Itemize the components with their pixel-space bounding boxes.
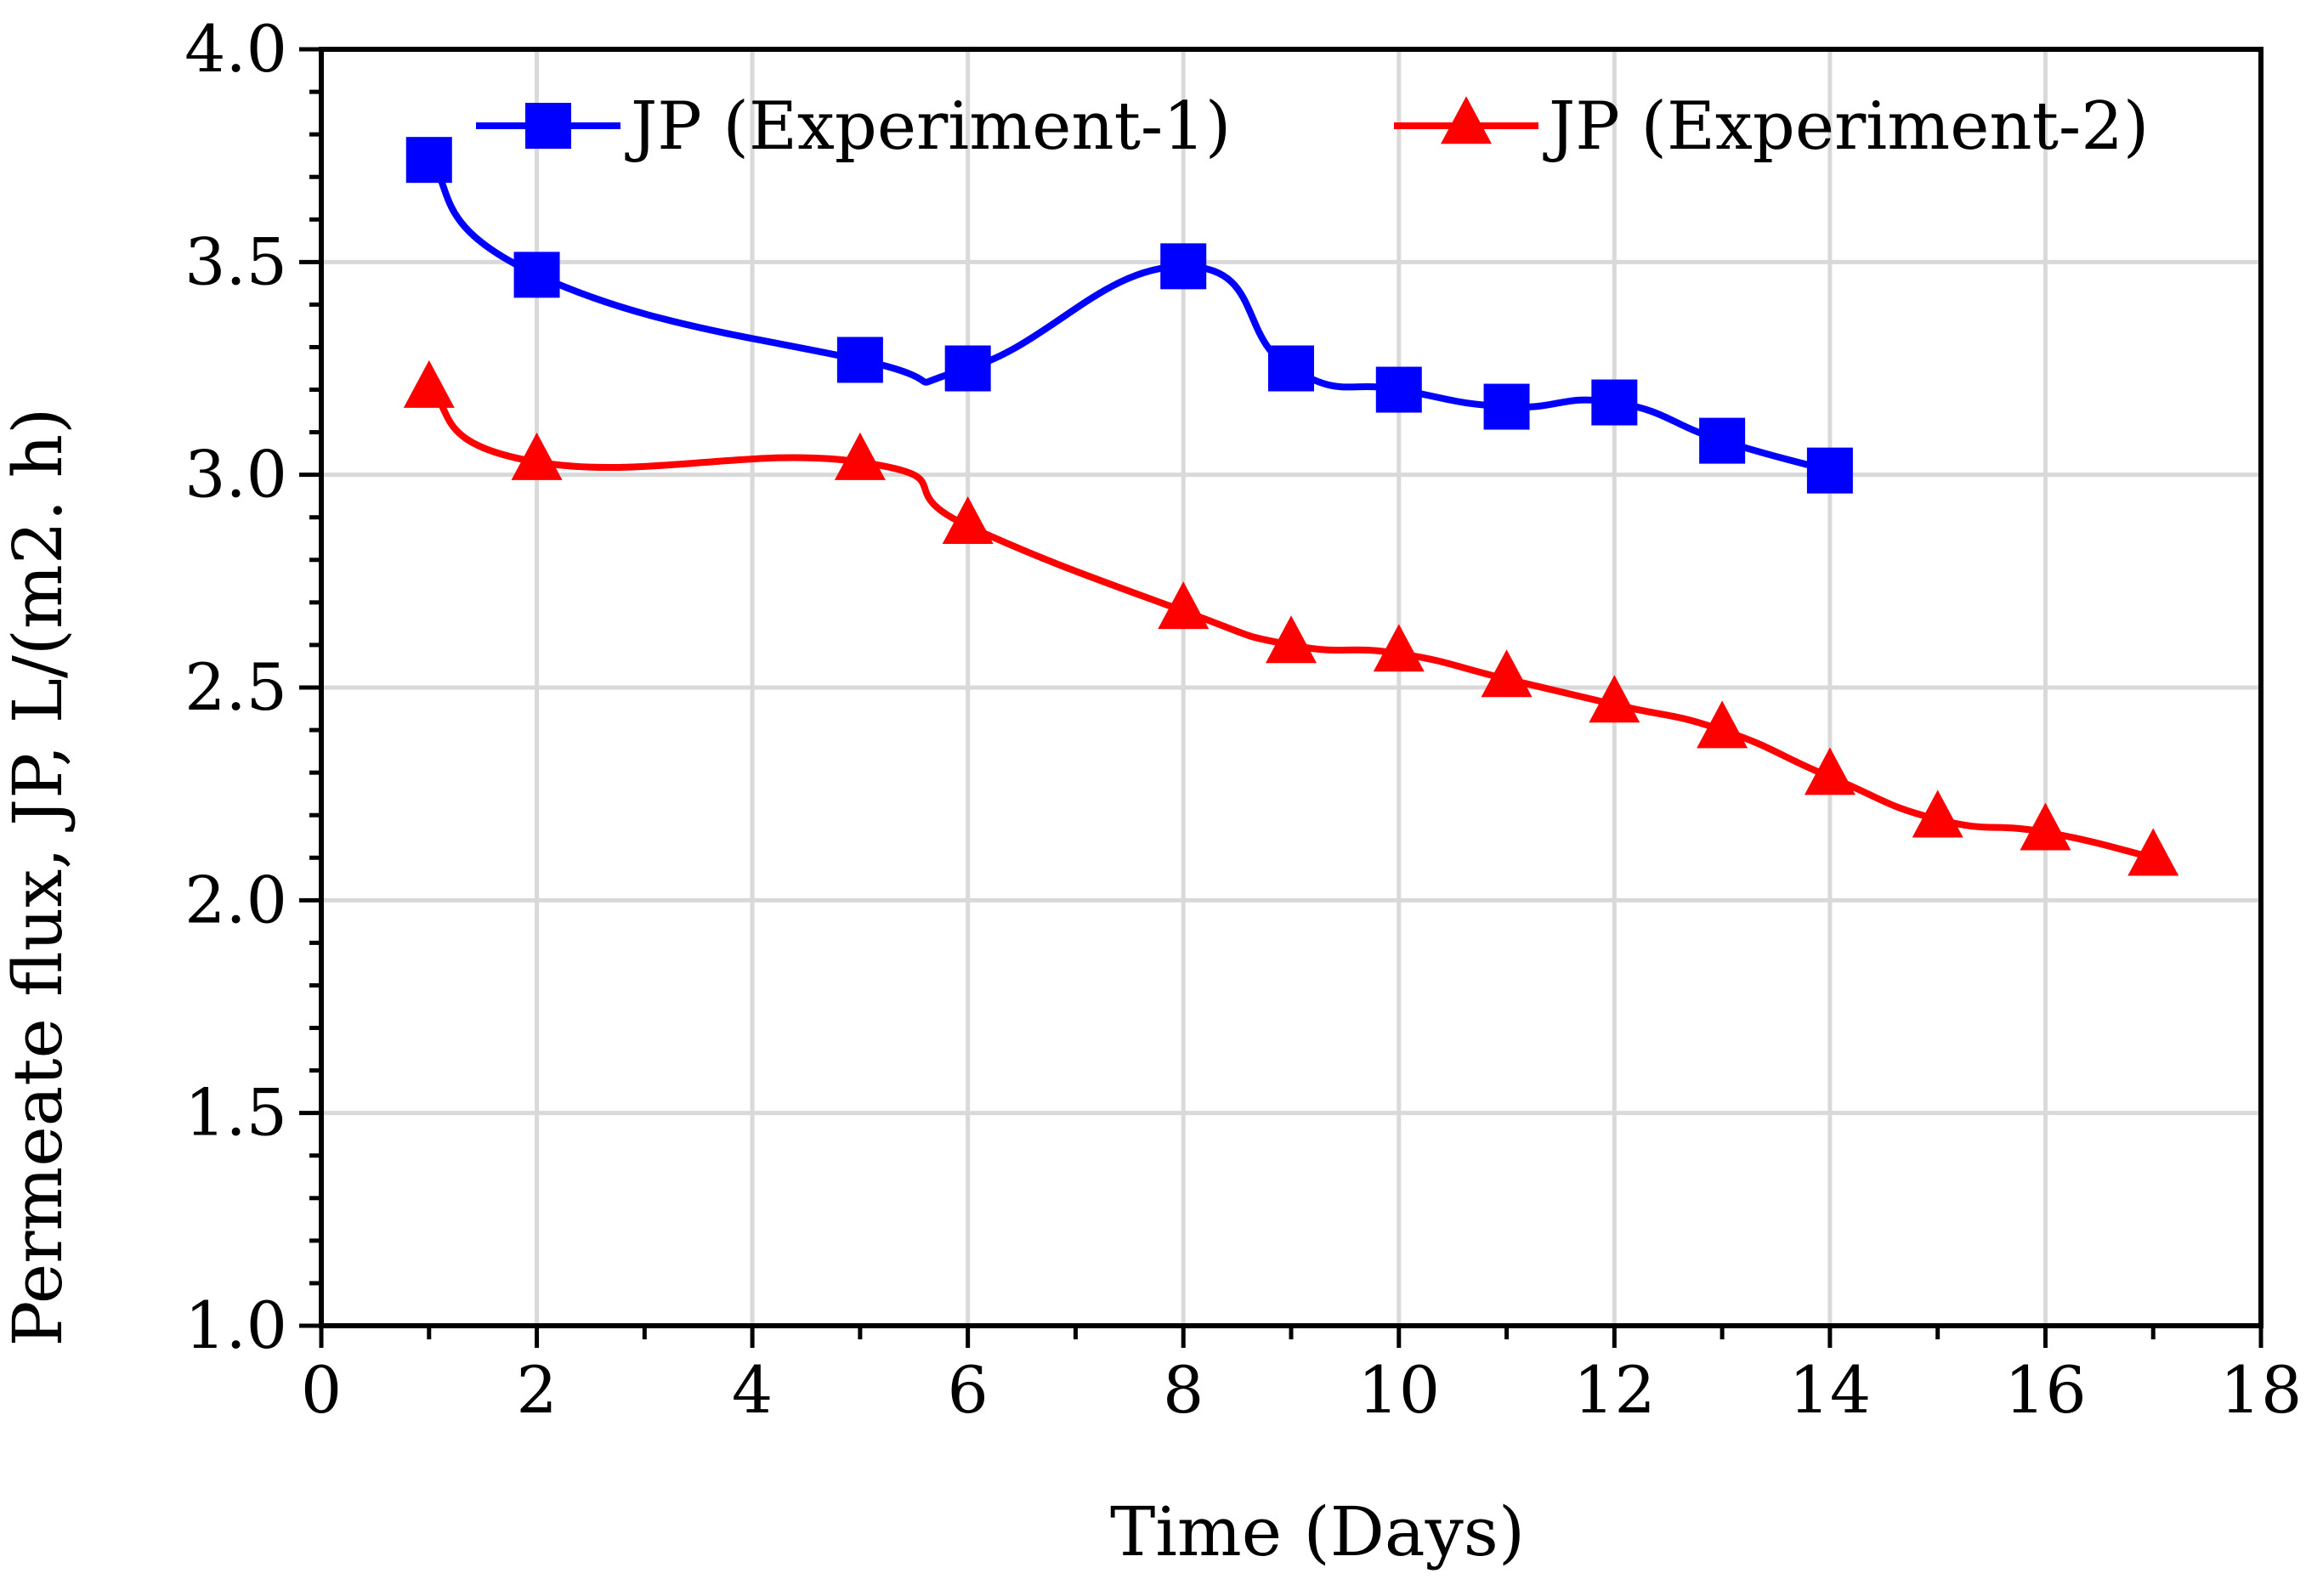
x-tick-label: 10 bbox=[1357, 1352, 1440, 1428]
y-axis-title: Permeate flux, JP, L/(m2. h) bbox=[0, 408, 77, 1347]
y-tick-label: 2.5 bbox=[184, 649, 287, 725]
x-tick-label: 6 bbox=[947, 1352, 988, 1428]
series-2-point bbox=[511, 432, 563, 480]
legend-marker bbox=[1441, 96, 1492, 144]
series-2-point bbox=[1373, 624, 1425, 672]
legend-label: JP (Experiment-1) bbox=[625, 88, 1231, 165]
y-tick-label: 2.0 bbox=[184, 862, 287, 937]
series-2-point bbox=[1481, 649, 1533, 698]
y-tick-label: 1.5 bbox=[184, 1075, 287, 1151]
series-2-point bbox=[1912, 790, 1963, 838]
x-tick-label: 14 bbox=[1789, 1352, 1872, 1428]
series-1-point bbox=[1268, 345, 1314, 392]
series-1-point bbox=[1160, 243, 1207, 290]
legend-entry-2: JP (Experiment-2) bbox=[1394, 88, 2149, 165]
series-1-point bbox=[405, 137, 452, 184]
series-1-point bbox=[1483, 383, 1530, 430]
series-2-point bbox=[834, 432, 886, 480]
series-2-point bbox=[2128, 828, 2179, 876]
legend-marker bbox=[525, 103, 571, 149]
x-axis-title: Time (Days) bbox=[1110, 1492, 1525, 1571]
legend: JP (Experiment-1) JP (Experiment-2) bbox=[476, 88, 2149, 165]
series-2-point bbox=[2020, 802, 2071, 851]
x-tick-label: 8 bbox=[1163, 1352, 1204, 1428]
series-2-point bbox=[1697, 700, 1748, 749]
x-tick-label: 18 bbox=[2220, 1352, 2303, 1428]
series-1-point bbox=[513, 252, 560, 298]
y-tick-label: 3.5 bbox=[184, 224, 287, 299]
series-2-point bbox=[1804, 747, 1856, 795]
legend-entry-1: JP (Experiment-1) bbox=[476, 88, 1231, 165]
series-2-point bbox=[1158, 581, 1210, 630]
axes: 0 2 4 6 8 10 12 14 16 18 1.0 1.5 2.0 2.5 3.0 3.5 4.0 bbox=[184, 11, 2302, 1428]
x-tick-label: 0 bbox=[301, 1352, 342, 1428]
series-1 bbox=[405, 137, 1853, 494]
x-tick-label: 16 bbox=[2004, 1352, 2087, 1428]
series-2-point bbox=[403, 359, 455, 408]
x-tick-label: 12 bbox=[1573, 1352, 1656, 1428]
series-1-point bbox=[1375, 366, 1422, 413]
series-layer bbox=[403, 137, 2179, 876]
x-tick-label: 4 bbox=[732, 1352, 773, 1428]
y-tick-label: 1.0 bbox=[184, 1288, 287, 1363]
series-2 bbox=[403, 359, 2179, 876]
y-tick-label: 3.0 bbox=[184, 437, 287, 512]
series-2-point bbox=[942, 496, 994, 545]
x-tick-label: 2 bbox=[516, 1352, 557, 1428]
series-1-point bbox=[1591, 379, 1638, 426]
y-tick-label: 4.0 bbox=[184, 11, 287, 87]
series-2-point bbox=[1266, 615, 1317, 664]
series-2-line bbox=[427, 387, 2155, 862]
series-1-point bbox=[836, 337, 883, 383]
series-1-point bbox=[1699, 417, 1746, 464]
series-1-point bbox=[944, 345, 991, 392]
series-2-point bbox=[1589, 675, 1640, 723]
series-1-point bbox=[1806, 447, 1853, 494]
legend-label: JP (Experiment-2) bbox=[1543, 88, 2149, 165]
